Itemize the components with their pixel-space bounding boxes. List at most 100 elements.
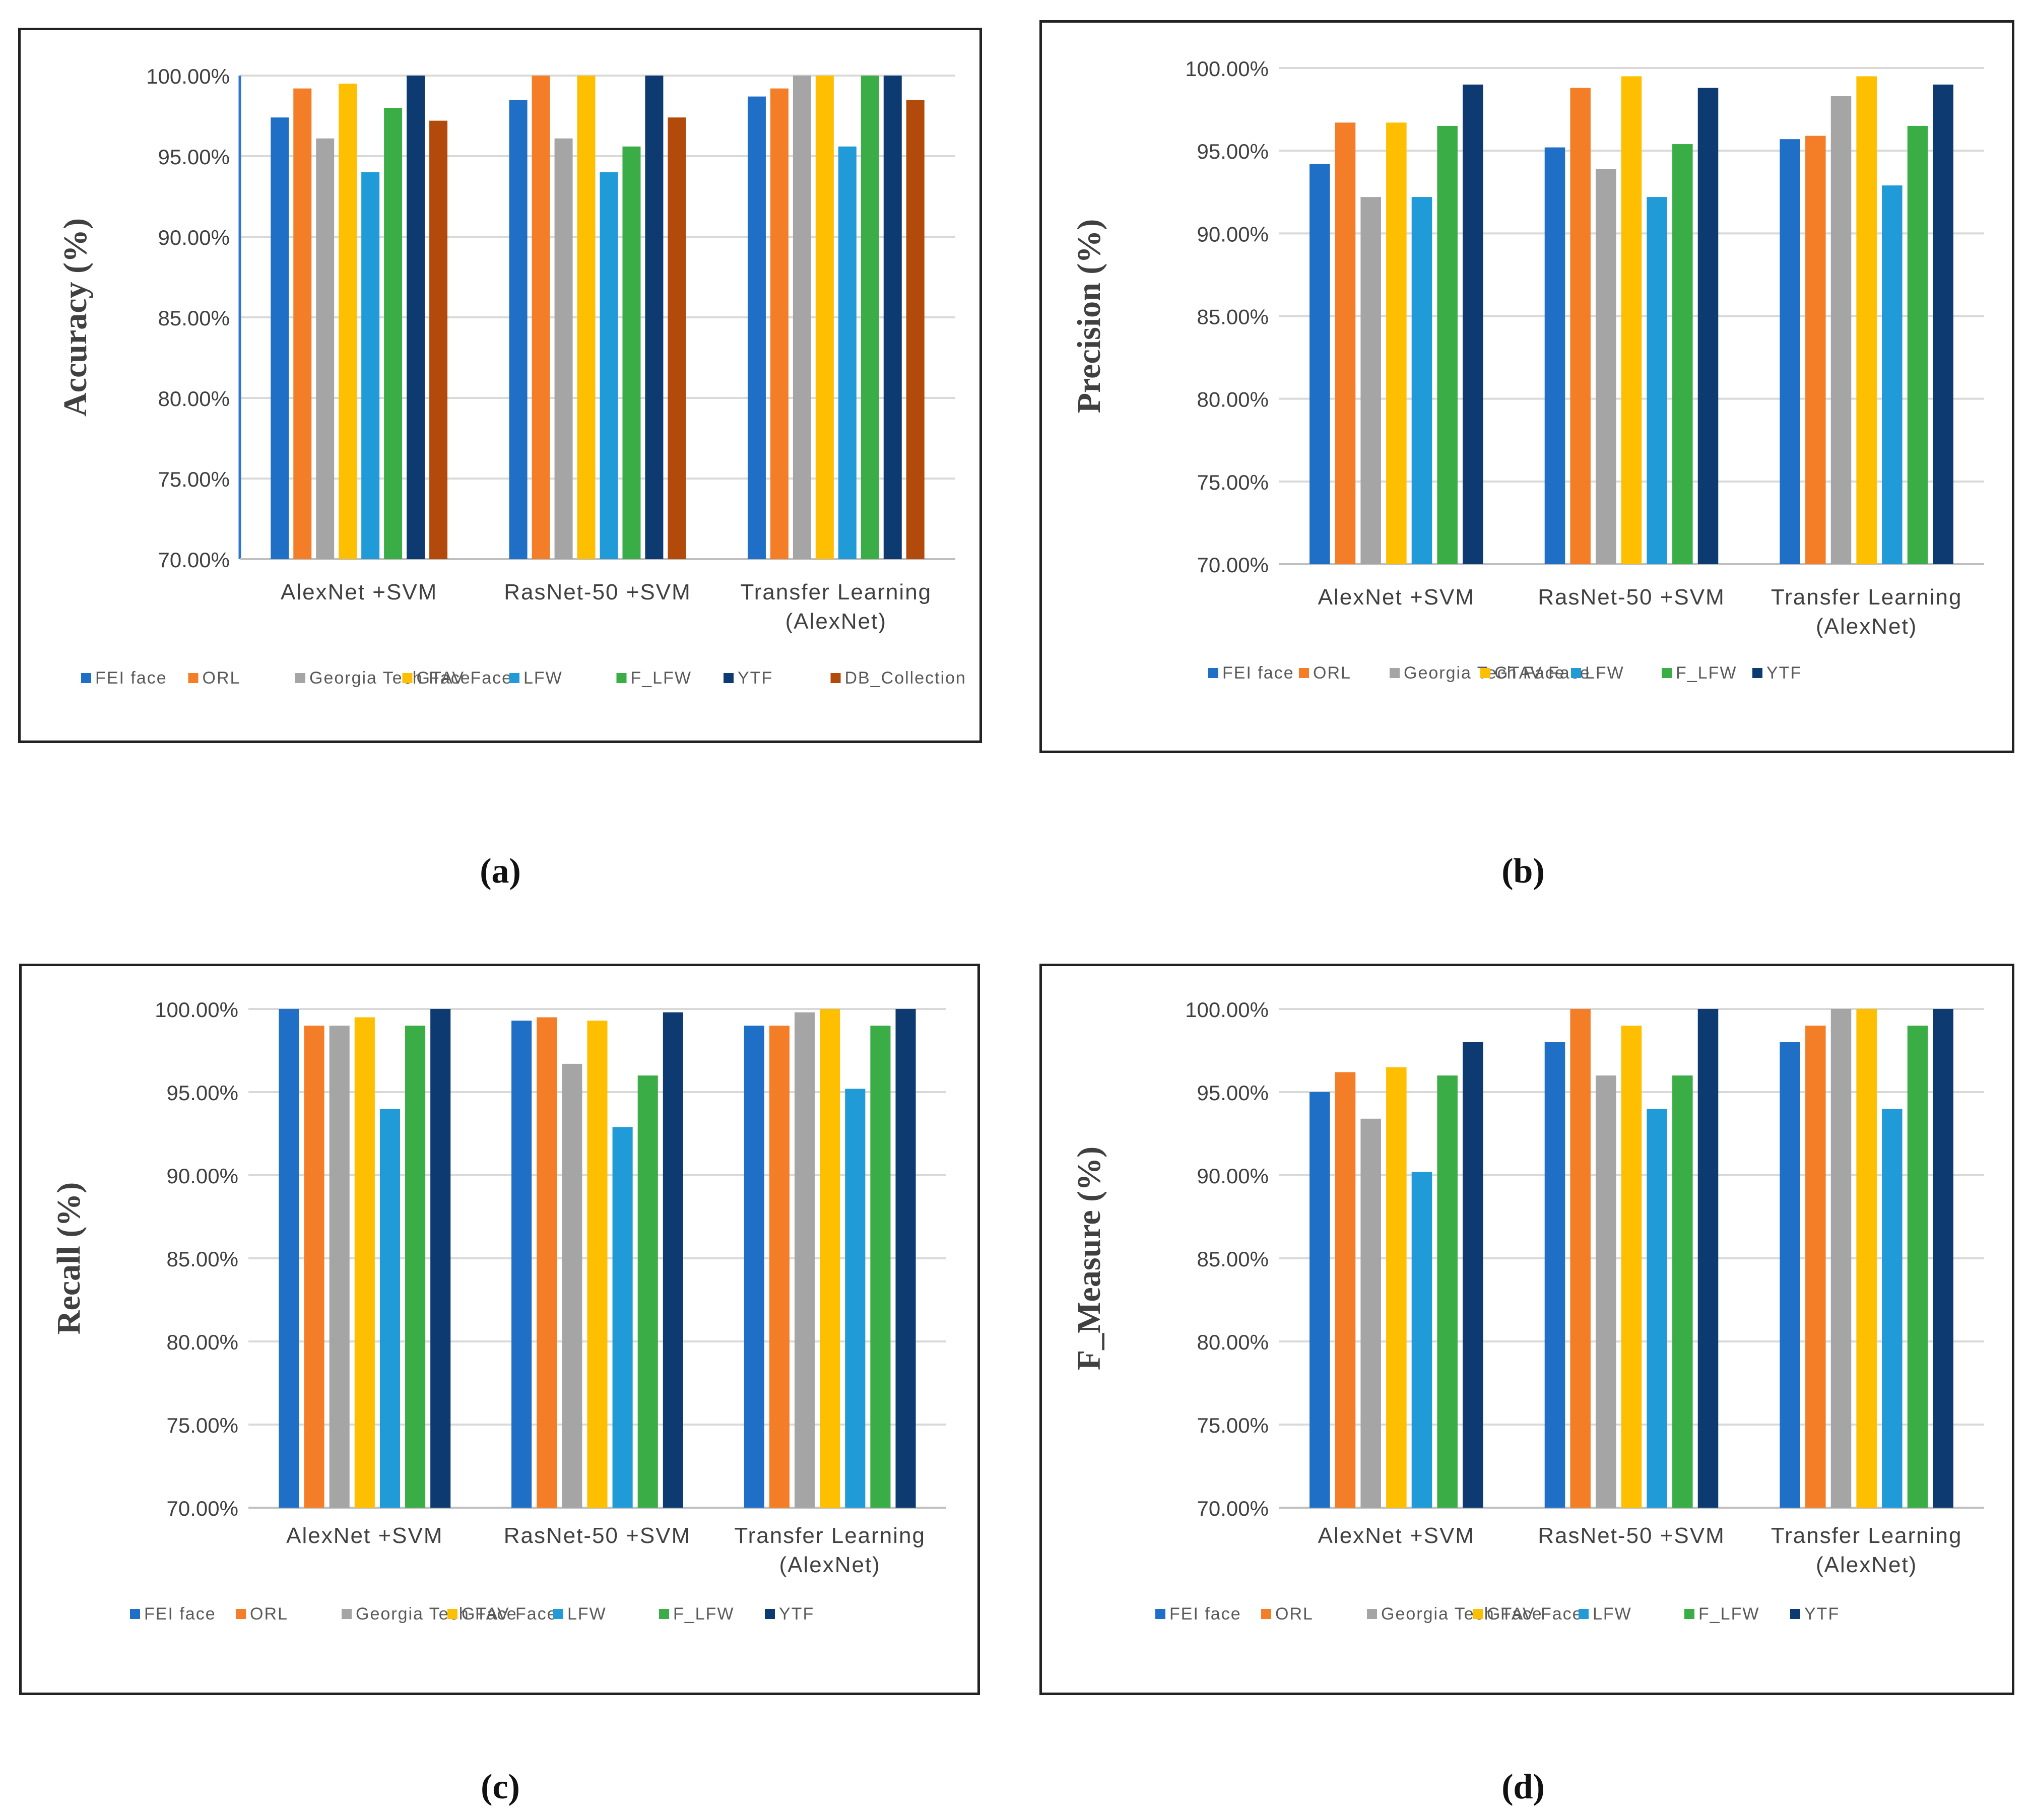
legend-label-fei-face: FEI face bbox=[95, 668, 167, 688]
y-tick-label: 75.00% bbox=[158, 467, 230, 491]
legend-label-lfw: LFW bbox=[567, 1604, 607, 1624]
legend-swatch-orl bbox=[236, 1609, 246, 1619]
legend-label-gtav-face: GTAV Face bbox=[1487, 1604, 1583, 1624]
bar-gtav-face-1 bbox=[339, 84, 357, 559]
y-tick-label: 95.00% bbox=[158, 145, 230, 169]
legend-label-ytf: YTF bbox=[1804, 1604, 1840, 1624]
legend-swatch-georgia-tech-face bbox=[1367, 1609, 1377, 1619]
bar-f-lfw-2 bbox=[1672, 1075, 1693, 1508]
bar-orl-3 bbox=[770, 88, 789, 560]
chart-panel-f-measure: 70.00% 75.00% 80.00% 85.00% 90.00% 95.00% 100.… bbox=[1039, 964, 2014, 1695]
legend-swatch-orl bbox=[1299, 668, 1309, 678]
legend-label-orl: ORL bbox=[250, 1604, 288, 1624]
legend-swatch-gtav-face bbox=[1480, 668, 1490, 678]
x-category-label: AlexNet +SVM bbox=[281, 580, 437, 604]
bar-lfw-1 bbox=[379, 1109, 401, 1508]
f-measure-chart: 70.00% 75.00% 80.00% 85.00% 90.00% 95.00% 100.… bbox=[1071, 998, 1984, 1624]
y-tick-label: 85.00% bbox=[1197, 1247, 1269, 1271]
legend-swatch-f-lfw bbox=[1662, 668, 1672, 678]
bar-fei-face-2 bbox=[511, 1021, 532, 1508]
y-tick-label: 80.00% bbox=[1197, 1330, 1269, 1354]
bar-f-lfw-3 bbox=[1907, 125, 1928, 564]
bar-ytf-2 bbox=[663, 1012, 683, 1508]
bar-ytf-2 bbox=[1697, 1009, 1719, 1508]
caption-a: (a) bbox=[480, 852, 521, 891]
x-category-label: (AlexNet) bbox=[1816, 1553, 1917, 1577]
bar-gtav-face-2 bbox=[1621, 76, 1642, 565]
bar-fei-face-3 bbox=[744, 1026, 764, 1508]
y-tick-label: 70.00% bbox=[1197, 1497, 1269, 1520]
bar-f-lfw-2 bbox=[637, 1075, 658, 1508]
y-axis-title: Accuracy (%) bbox=[57, 218, 94, 417]
bar-fei-face-2 bbox=[1544, 147, 1565, 565]
y-tick-label: 70.00% bbox=[167, 1497, 238, 1520]
bar-georgia-tech-face-1 bbox=[1360, 1118, 1381, 1508]
legend-swatch-georgia-tech-face bbox=[1390, 668, 1400, 678]
x-category-label: AlexNet +SVM bbox=[286, 1523, 443, 1548]
legend-label-fei-face: FEI face bbox=[1169, 1604, 1241, 1624]
legend-label-georgia-tech-face: Georgia Tech Face bbox=[1381, 1604, 1543, 1624]
y-tick-label: 95.00% bbox=[1197, 140, 1269, 163]
legend-label-f-lfw: F_LFW bbox=[1698, 1604, 1759, 1624]
y-tick-label: 85.00% bbox=[158, 306, 230, 330]
bar-georgia-tech-face-2 bbox=[562, 1063, 582, 1508]
y-tick-label: 85.00% bbox=[167, 1247, 238, 1271]
y-tick-label: 90.00% bbox=[1197, 222, 1269, 246]
bar-ytf-3 bbox=[883, 76, 902, 559]
y-axis-title: Precision (%) bbox=[1071, 219, 1107, 414]
bar-db-collection-3 bbox=[906, 100, 925, 559]
legend-label-lfw: LFW bbox=[523, 668, 563, 688]
bar-f-lfw-1 bbox=[405, 1026, 426, 1508]
x-category-label: (AlexNet) bbox=[1816, 614, 1917, 639]
y-tick-label: 70.00% bbox=[158, 548, 230, 572]
bar-fei-face-1 bbox=[271, 117, 289, 559]
bar-georgia-tech-face-3 bbox=[1830, 1009, 1852, 1508]
accuracy-chart: 70.00% 75.00% 80.00% 85.00% 90.00% 95.00% 100.… bbox=[57, 64, 965, 688]
bar-gtav-face-1 bbox=[1386, 122, 1407, 565]
bar-orl-2 bbox=[532, 76, 550, 559]
x-category-label: AlexNet +SVM bbox=[1318, 1523, 1475, 1548]
bar-gtav-face-3 bbox=[820, 1009, 840, 1508]
bar-ytf-1 bbox=[1463, 1042, 1483, 1508]
legend-swatch-lfw bbox=[1579, 1609, 1589, 1619]
x-category-label: Transfer Learning bbox=[1771, 585, 1962, 610]
bar-lfw-2 bbox=[612, 1127, 633, 1508]
bar-lfw-3 bbox=[838, 146, 857, 559]
bar-ytf-3 bbox=[895, 1009, 916, 1508]
chart-panel-accuracy: 70.00% 75.00% 80.00% 85.00% 90.00% 95.00% 100.… bbox=[18, 28, 982, 743]
caption-c: (c) bbox=[481, 1768, 520, 1806]
legend-swatch-gtav-face bbox=[447, 1609, 457, 1619]
bar-fei-face-2 bbox=[509, 100, 528, 559]
bar-f-lfw-2 bbox=[622, 146, 641, 559]
y-axis-title: F_Measure (%) bbox=[1071, 1147, 1107, 1370]
legend-swatch-ytf bbox=[724, 673, 734, 683]
legend-label-orl: ORL bbox=[203, 668, 241, 688]
y-tick-label: 85.00% bbox=[1197, 305, 1269, 329]
legend-label-gtav-face: GTAV Face bbox=[417, 668, 513, 688]
bar-ytf-1 bbox=[430, 1009, 451, 1508]
caption-d: (d) bbox=[1501, 1768, 1545, 1806]
bar-ytf-3 bbox=[1933, 1009, 1953, 1508]
x-category-label: AlexNet +SVM bbox=[1318, 585, 1475, 610]
y-tick-label: 80.00% bbox=[1197, 388, 1269, 412]
x-category-label: Transfer Learning bbox=[740, 580, 932, 604]
legend-swatch-ytf bbox=[1752, 668, 1762, 678]
y-axis-title: Recall (%) bbox=[50, 1182, 87, 1334]
bar-orl-3 bbox=[769, 1026, 790, 1508]
bar-lfw-1 bbox=[361, 172, 380, 559]
bar-lfw-3 bbox=[1882, 1109, 1903, 1508]
bar-f-lfw-3 bbox=[870, 1026, 891, 1508]
bar-gtav-face-3 bbox=[1856, 1009, 1877, 1508]
bar-orl-2 bbox=[1570, 88, 1591, 564]
bar-lfw-2 bbox=[600, 172, 618, 559]
bar-gtav-face-2 bbox=[577, 76, 596, 559]
legend-swatch-lfw bbox=[509, 673, 519, 683]
legend-swatch-f-lfw bbox=[616, 673, 627, 683]
recall-chart: 70.00% 75.00% 80.00% 85.00% 90.00% 95.00% 100.… bbox=[50, 998, 946, 1624]
y-tick-label: 90.00% bbox=[167, 1164, 238, 1188]
legend-label-f-lfw: F_LFW bbox=[631, 668, 692, 688]
x-category-label: RasNet-50 +SVM bbox=[504, 1523, 691, 1548]
precision-chart: 70.00% 75.00% 80.00% 85.00% 90.00% 95.00% 100.… bbox=[1071, 57, 1984, 683]
x-category-label: Transfer Learning bbox=[734, 1523, 926, 1548]
legend-label-georgia-tech-face: Georgia Tech Face bbox=[309, 668, 471, 688]
